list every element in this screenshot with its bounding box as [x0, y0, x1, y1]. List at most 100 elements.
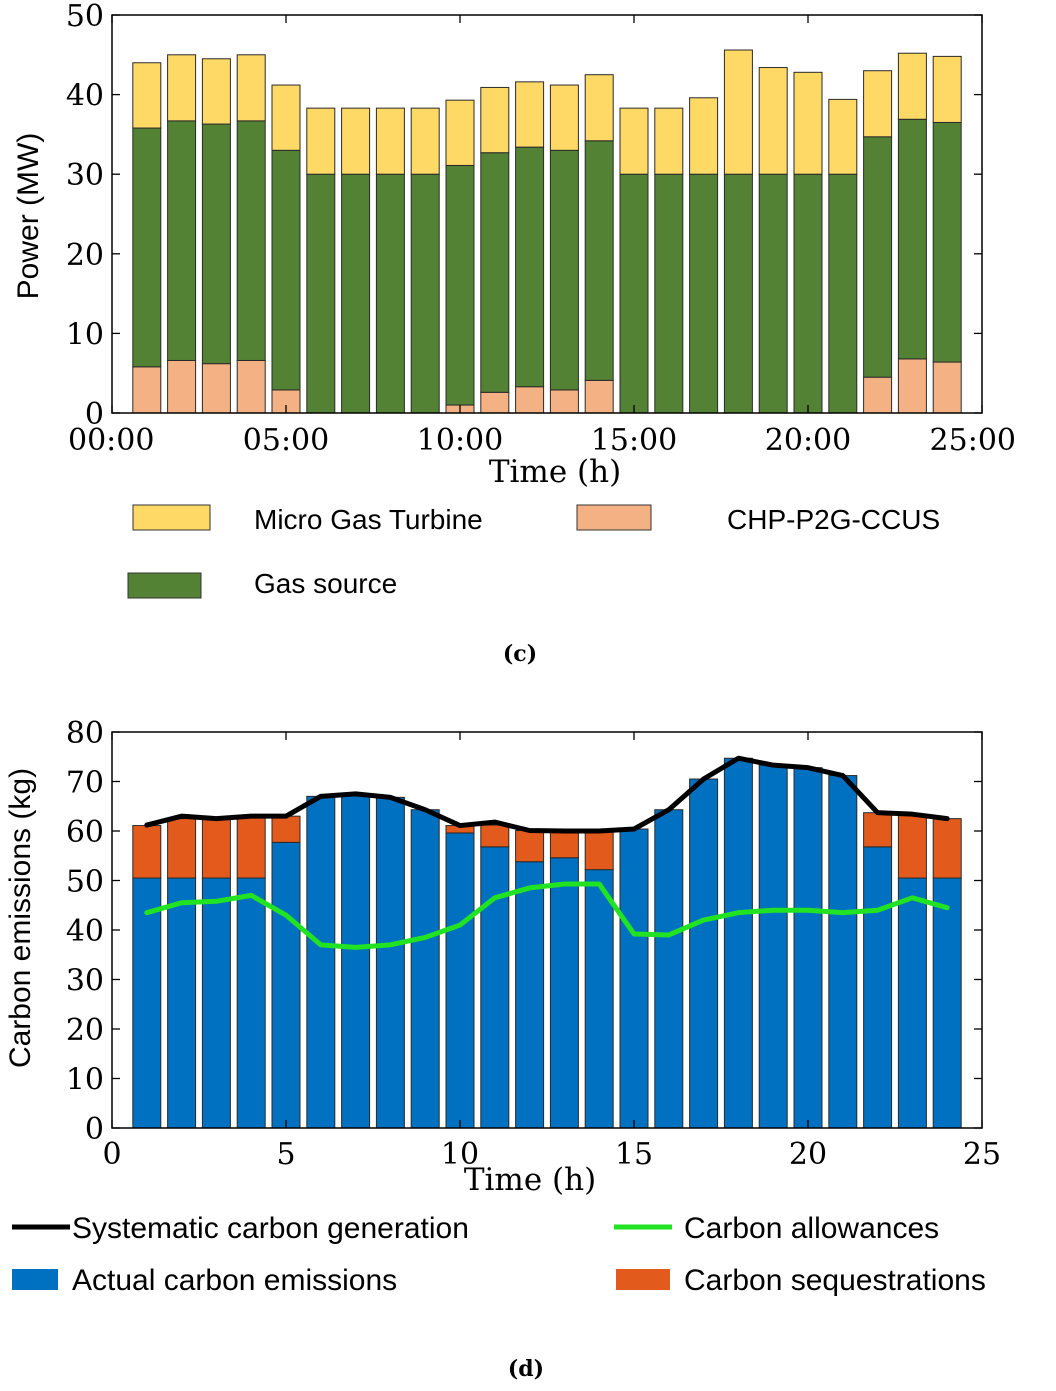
legend-label-gas-source: Gas source [254, 568, 397, 599]
bar-c-micro-gas-turbine-22 [863, 70, 893, 138]
bar-d-carbon-sequestrations-14 [584, 831, 614, 871]
bar-c-gas-source-8 [375, 173, 405, 414]
bar-c-chp-p2g-ccus-12 [515, 386, 545, 414]
chart-d-legend: Systematic carbon generation Carbon allo… [12, 1212, 986, 1297]
bar-c-gas-source-6 [306, 173, 336, 414]
bar-c-chp-p2g-ccus-23 [897, 358, 927, 414]
y-tick-label-d-80: 80 [66, 716, 104, 751]
chart-c-plot-frame [111, 14, 983, 414]
bar-c-gas-source-23 [897, 118, 927, 360]
bar-c-gas-source-3 [201, 123, 231, 365]
y-tick-label-c-40: 40 [66, 79, 104, 114]
chart-d-lines [144, 755, 950, 950]
chart-c-ylabel: Power (MW) [12, 133, 45, 300]
bar-d-actual-carbon-emissions-18 [723, 757, 753, 1129]
bar-d-actual-carbon-emissions-5 [271, 841, 301, 1129]
bar-c-gas-source-24 [932, 121, 962, 363]
bar-d-actual-carbon-emissions-6 [306, 795, 336, 1129]
legend-swatch-carbon-sequestrations [616, 1269, 670, 1290]
bar-c-micro-gas-turbine-13 [549, 84, 579, 151]
bar-c-gas-source-22 [863, 136, 893, 378]
legend-entry-carbon-allowances: Carbon allowances [614, 1212, 939, 1245]
bar-d-carbon-sequestrations-22 [863, 812, 893, 848]
bar-d-carbon-sequestrations-11 [480, 824, 510, 848]
chart-d-axes: 0 10 20 30 40 50 60 70 80 0 5 10 15 20 25 [66, 716, 1001, 1172]
bar-c-gas-source-10 [445, 164, 475, 406]
y-tick-label-c-30: 30 [66, 158, 104, 193]
bar-d-carbon-sequestrations-5 [271, 815, 301, 843]
bar-d-actual-carbon-emissions-10 [445, 832, 475, 1129]
bar-c-micro-gas-turbine-2 [167, 54, 197, 122]
bar-d-actual-carbon-emissions-8 [375, 796, 405, 1129]
bar-d-carbon-sequestrations-12 [515, 830, 545, 863]
bar-c-micro-gas-turbine-16 [654, 107, 684, 175]
bar-c-gas-source-20 [793, 173, 823, 414]
bar-c-micro-gas-turbine-20 [793, 71, 823, 175]
x-tick-label-c-0: 00:00 [68, 423, 154, 458]
bar-d-actual-carbon-emissions-11 [480, 846, 510, 1129]
chart-c-panel-label: (c) [503, 641, 537, 667]
bar-d-actual-carbon-emissions-20 [793, 767, 823, 1129]
bar-c-micro-gas-turbine-24 [932, 55, 962, 123]
bar-d-actual-carbon-emissions-21 [828, 775, 858, 1129]
bar-d-actual-carbon-emissions-13 [549, 857, 579, 1129]
bar-c-micro-gas-turbine-17 [689, 97, 719, 175]
bar-c-gas-source-1 [132, 127, 162, 368]
bar-c-micro-gas-turbine-5 [271, 84, 301, 151]
x-tick-label-d-20: 20 [789, 1137, 827, 1172]
bar-d-carbon-sequestrations-1 [132, 825, 162, 879]
bar-c-micro-gas-turbine-14 [584, 74, 614, 142]
legend-entry-systematic-carbon-generation: Systematic carbon generation [12, 1212, 469, 1245]
bar-c-micro-gas-turbine-7 [341, 107, 371, 175]
y-tick-label-c-0: 0 [85, 397, 104, 432]
chart-d-ylabel: Carbon emissions (kg) [4, 768, 37, 1068]
bar-c-gas-source-13 [549, 149, 579, 391]
bar-c-gas-source-16 [654, 173, 684, 414]
chart-c-xlabel: Time (h) [489, 454, 621, 490]
legend-entry-chp-p2g-ccus: CHP-P2G-CCUS [576, 504, 940, 535]
bar-d-actual-carbon-emissions-12 [515, 861, 545, 1129]
x-tick-label-c-20: 20:00 [765, 423, 851, 458]
bar-c-chp-p2g-ccus-22 [863, 376, 893, 414]
y-tick-label-d-60: 60 [66, 815, 104, 850]
bar-d-carbon-sequestrations-13 [549, 829, 579, 859]
legend-swatch-chp-p2g-ccus [576, 504, 652, 531]
x-tick-label-c-10: 10:00 [417, 423, 503, 458]
chart-d-carbon: 0 10 20 30 40 50 60 70 80 0 5 10 15 20 25 Carbon emiss… [4, 716, 1001, 1382]
bar-d-actual-carbon-emissions-23 [897, 877, 927, 1129]
bar-d-actual-carbon-emissions-19 [758, 764, 788, 1129]
bar-c-chp-p2g-ccus-3 [201, 363, 231, 414]
bar-d-actual-carbon-emissions-22 [863, 846, 893, 1129]
bar-d-actual-carbon-emissions-15 [619, 828, 649, 1129]
legend-label-carbon-allowances: Carbon allowances [684, 1212, 939, 1245]
bar-c-gas-source-9 [410, 173, 440, 414]
bar-c-gas-source-15 [619, 173, 649, 414]
bar-c-chp-p2g-ccus-14 [584, 379, 614, 414]
x-tick-label-d-25: 25 [963, 1137, 1001, 1172]
bar-c-micro-gas-turbine-15 [619, 107, 649, 175]
bar-c-gas-source-7 [341, 173, 371, 414]
y-tick-label-d-10: 10 [66, 1063, 104, 1098]
bar-d-actual-carbon-emissions-14 [584, 869, 614, 1129]
bar-c-micro-gas-turbine-1 [132, 62, 162, 129]
bar-d-actual-carbon-emissions-4 [236, 877, 266, 1129]
legend-label-carbon-sequestrations: Carbon sequestrations [684, 1264, 986, 1297]
bar-c-micro-gas-turbine-3 [201, 58, 231, 125]
bar-c-micro-gas-turbine-23 [897, 52, 927, 120]
bar-c-micro-gas-turbine-8 [375, 107, 405, 175]
bar-d-actual-carbon-emissions-2 [167, 877, 197, 1129]
bar-c-gas-source-21 [828, 173, 858, 414]
bar-c-micro-gas-turbine-4 [236, 54, 266, 122]
bar-c-gas-source-14 [584, 140, 614, 381]
bar-c-micro-gas-turbine-12 [515, 81, 545, 148]
bar-d-actual-carbon-emissions-3 [201, 877, 231, 1129]
y-tick-label-d-70: 70 [66, 766, 104, 801]
x-tick-label-d-15: 15 [615, 1137, 653, 1172]
legend-label-actual-carbon-emissions: Actual carbon emissions [72, 1264, 397, 1297]
x-tick-label-d-5: 5 [276, 1137, 295, 1172]
bar-c-chp-p2g-ccus-11 [480, 391, 510, 414]
bar-d-carbon-sequestrations-2 [167, 818, 197, 879]
y-tick-label-d-40: 40 [66, 914, 104, 949]
legend-entry-micro-gas-turbine: Micro Gas Turbine [132, 504, 483, 535]
